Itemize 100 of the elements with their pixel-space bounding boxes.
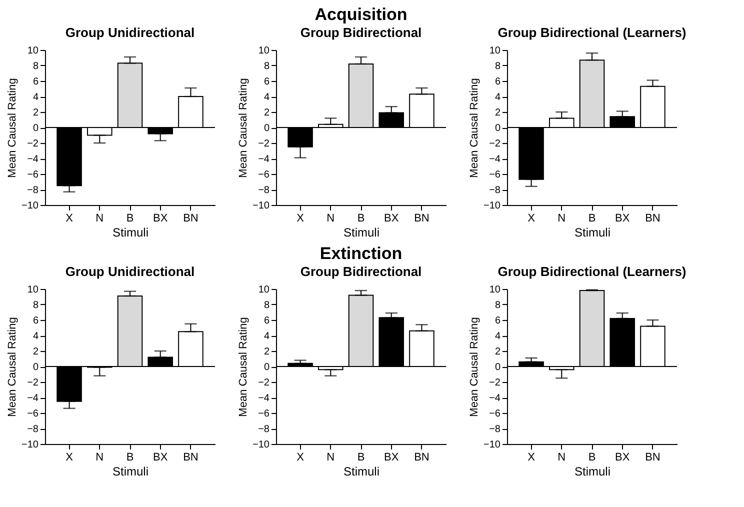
y-tick-label: 10 <box>258 284 270 296</box>
y-tick-label: −10 <box>22 200 39 212</box>
y-tick-label: 6 <box>264 316 270 326</box>
x-tick-label: BX <box>384 452 400 464</box>
y-axis-title: Mean Causal Rating <box>238 317 250 417</box>
x-axis-title: Stimuli <box>574 226 611 240</box>
y-tick-label: −8 <box>258 185 270 196</box>
y-tick-label: −6 <box>489 170 501 180</box>
y-axis-title: Mean Causal Rating <box>468 78 481 178</box>
y-tick-label: 6 <box>264 76 270 88</box>
y-tick-label: 10 <box>27 46 39 56</box>
y-tick-label: 10 <box>489 46 501 56</box>
y-tick-label: 4 <box>32 92 39 103</box>
y-tick-label: −2 <box>27 138 39 150</box>
y-tick-label: −10 <box>484 440 501 450</box>
chart-title: Group Unidirectional <box>65 25 195 40</box>
x-axis-title: Stimuli <box>112 226 149 240</box>
y-tick-label: 0 <box>264 123 270 134</box>
y-tick-label: −10 <box>22 440 39 450</box>
y-tick-label: 8 <box>32 300 39 311</box>
y-tick-label: −8 <box>27 424 39 435</box>
chart-title: Group Bidirectional <box>300 25 422 40</box>
y-tick-label: −2 <box>258 138 270 150</box>
y-tick-label: 4 <box>32 331 39 342</box>
y-tick-label: −6 <box>258 408 270 420</box>
y-axis-title: Mean Causal Rating <box>6 78 19 178</box>
x-tick-label: BN <box>645 212 660 224</box>
y-axis-title: Mean Causal Rating <box>468 317 481 417</box>
x-tick-label: BX <box>615 452 630 464</box>
y-tick-label: −10 <box>252 440 270 450</box>
y-tick-label: −6 <box>27 408 39 420</box>
y-tick-label: 0 <box>32 123 39 134</box>
x-tick-label: BN <box>183 452 198 464</box>
y-tick-label: 10 <box>258 46 270 56</box>
y-tick-label: 2 <box>264 108 270 118</box>
y-tick-label: 8 <box>264 300 270 311</box>
y-axis-title: Mean Causal Rating <box>6 317 19 417</box>
x-tick-label: N <box>558 212 566 224</box>
y-tick-label: −4 <box>258 393 270 404</box>
y-tick-label: 8 <box>494 61 501 72</box>
x-tick-label: B <box>357 452 365 464</box>
y-tick-label: −10 <box>252 200 270 212</box>
y-tick-label: 6 <box>32 316 39 326</box>
y-tick-label: 4 <box>264 92 270 103</box>
y-tick-label: 10 <box>27 284 39 296</box>
x-tick-label: B <box>357 212 365 224</box>
y-tick-label: −8 <box>489 424 501 435</box>
x-tick-label: BX <box>615 212 630 224</box>
chart-title: Group Bidirectional <box>300 264 422 279</box>
x-tick-label: B <box>588 452 596 464</box>
y-tick-label: −4 <box>27 393 39 404</box>
x-tick-label: B <box>126 452 134 464</box>
x-axis-title: Stimuli <box>112 464 149 478</box>
y-tick-label: −4 <box>489 393 501 404</box>
chart-title: Group Bidirectional (Learners) <box>498 25 686 40</box>
x-tick-label: BN <box>183 212 198 224</box>
x-axis-title: Stimuli <box>574 464 611 478</box>
y-tick-label: 6 <box>494 316 501 326</box>
x-tick-label: BN <box>414 212 430 224</box>
y-tick-label: 0 <box>32 362 39 373</box>
y-tick-label: −6 <box>258 170 270 180</box>
y-tick-label: 4 <box>494 92 501 103</box>
chart-title: Group Unidirectional <box>65 264 195 279</box>
y-tick-label: 2 <box>494 346 501 358</box>
x-axis-title: Stimuli <box>343 464 380 478</box>
text: Acquisition <box>314 5 408 24</box>
x-tick-label: BX <box>384 212 400 224</box>
x-tick-label: N <box>326 452 335 464</box>
y-tick-label: −8 <box>258 424 270 435</box>
x-tick-label: X <box>296 212 305 224</box>
text: Extinction <box>320 244 402 263</box>
x-tick-label: BN <box>414 452 430 464</box>
y-tick-label: 8 <box>264 61 270 72</box>
y-tick-label: 0 <box>264 362 270 373</box>
y-tick-label: 4 <box>264 331 270 342</box>
y-tick-label: 2 <box>264 346 270 358</box>
y-tick-label: 0 <box>494 362 501 373</box>
x-tick-label: N <box>96 452 104 464</box>
y-tick-label: −4 <box>27 154 39 165</box>
y-tick-label: 6 <box>32 76 39 88</box>
y-axis-title: Mean Causal Rating <box>238 78 250 178</box>
y-tick-label: −4 <box>258 154 270 165</box>
y-tick-label: −2 <box>489 138 501 150</box>
y-tick-label: 0 <box>494 123 501 134</box>
x-tick-label: BN <box>645 452 660 464</box>
x-tick-label: X <box>296 452 305 464</box>
y-tick-label: −2 <box>27 378 39 388</box>
y-tick-label: 2 <box>32 108 39 118</box>
x-tick-label: N <box>96 212 104 224</box>
y-tick-label: 8 <box>494 300 501 311</box>
y-tick-label: 8 <box>32 61 39 72</box>
y-tick-label: −6 <box>489 408 501 420</box>
y-tick-label: 4 <box>494 331 501 342</box>
y-tick-label: −2 <box>489 378 501 388</box>
y-tick-label: −4 <box>489 154 501 165</box>
y-tick-label: −2 <box>258 378 270 388</box>
y-tick-label: 2 <box>32 346 39 358</box>
x-tick-label: X <box>528 452 536 464</box>
x-tick-label: B <box>588 212 596 224</box>
y-tick-label: −6 <box>27 170 39 180</box>
